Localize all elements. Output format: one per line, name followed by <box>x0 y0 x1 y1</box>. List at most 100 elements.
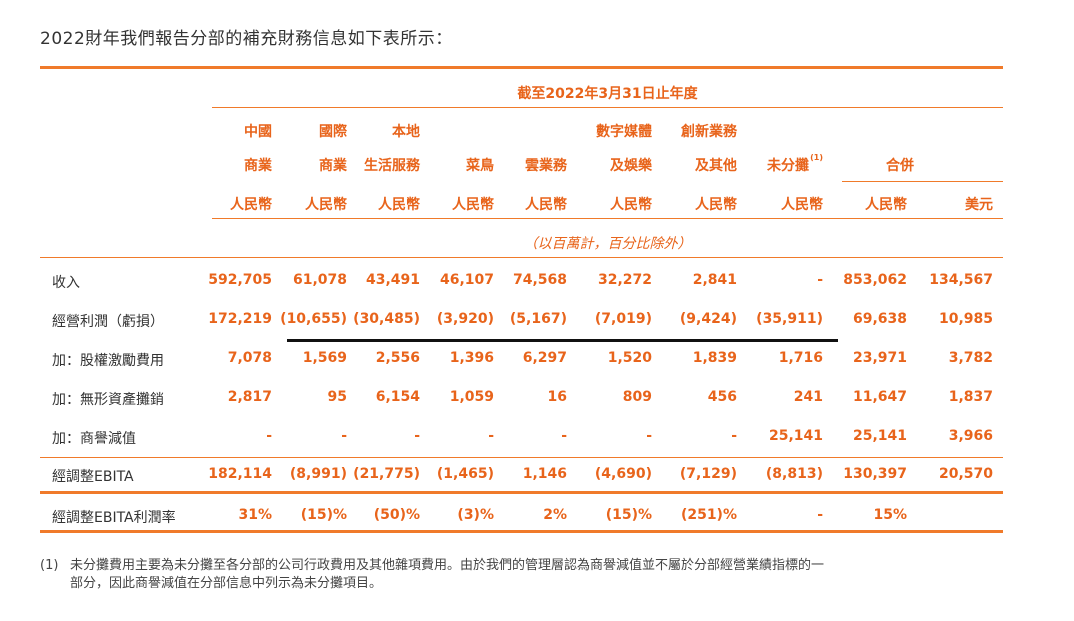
table-cell: 20,570 <box>938 466 993 482</box>
pre-ebita-rule <box>40 457 1003 458</box>
table-cell: 10,985 <box>938 311 993 327</box>
column-header-line2: 菜鳥 <box>466 158 494 174</box>
table-cell: 809 <box>622 389 652 405</box>
table-cell: 241 <box>793 389 823 405</box>
table-cell: (9,424) <box>679 311 737 327</box>
row-label: 經調整EBITA利潤率 <box>52 510 176 526</box>
footnote-ref: (1) <box>810 153 823 162</box>
table-cell: - <box>561 428 567 444</box>
table-cell: 2% <box>543 507 567 523</box>
footnote-line-1: 未分攤費用主要為未分攤至各分部的公司行政費用及其他雜項費用。由於我們的管理層認為… <box>70 558 825 573</box>
currency-rule <box>212 218 1003 219</box>
table-cell: 1,569 <box>302 350 347 366</box>
currency-header: 人民幣 <box>305 197 347 213</box>
table-cell: 592,705 <box>208 272 272 288</box>
table-cell: - <box>817 272 823 288</box>
currency-header: 人民幣 <box>452 197 494 213</box>
table-cell: 1,146 <box>522 466 567 482</box>
table-cell: - <box>341 428 347 444</box>
table-cell: 74,568 <box>512 272 567 288</box>
table-cell: (8,991) <box>289 466 347 482</box>
table-cell: 130,397 <box>843 466 907 482</box>
table-cell: 1,839 <box>692 350 737 366</box>
table-cell: (3)% <box>457 507 494 523</box>
currency-header: 人民幣 <box>781 197 823 213</box>
row-label: 經調整EBITA <box>52 469 134 485</box>
intro-text: 2022財年我們報告分部的補充財務信息如下表所示： <box>40 29 453 49</box>
table-cell: 1,059 <box>449 389 494 405</box>
top-rule <box>40 66 1003 69</box>
consolidated-rule <box>842 181 1003 182</box>
table-cell: 25,141 <box>768 428 823 444</box>
consolidated-header: 合併 <box>886 158 914 174</box>
currency-header: 人民幣 <box>865 197 907 213</box>
table-cell: 134,567 <box>929 272 993 288</box>
table-cell: 2,556 <box>375 350 420 366</box>
table-cell: 11,647 <box>852 389 907 405</box>
column-header-line2: 及其他 <box>695 158 737 174</box>
column-header-line2: 生活服務 <box>364 158 420 174</box>
table-cell: 69,638 <box>852 311 907 327</box>
table-cell: - <box>488 428 494 444</box>
table-cell: 182,114 <box>208 466 272 482</box>
bottom-rule <box>40 530 1003 533</box>
footnote-number: (1) <box>40 558 59 573</box>
currency-header: 美元 <box>965 197 993 213</box>
table-cell: 46,107 <box>439 272 494 288</box>
row-label: 加：商譽減值 <box>52 431 136 447</box>
footnote-line-2: 部分，因此商譽減值在分部信息中列示為未分攤項目。 <box>70 576 383 591</box>
table-cell: - <box>731 428 737 444</box>
table-cell: 1,837 <box>948 389 993 405</box>
table-cell: (30,485) <box>353 311 420 327</box>
table-cell: 2,841 <box>692 272 737 288</box>
table-cell: 172,219 <box>208 311 272 327</box>
table-cell: 3,782 <box>948 350 993 366</box>
table-cell: 25,141 <box>852 428 907 444</box>
table-cell: 31% <box>238 507 272 523</box>
currency-header: 人民幣 <box>610 197 652 213</box>
table-cell: (4,690) <box>594 466 652 482</box>
highlight-underline <box>287 339 838 342</box>
table-cell: 23,971 <box>852 350 907 366</box>
table-cell: 853,062 <box>843 272 907 288</box>
unit-note: （以百萬計，百分比除外） <box>523 236 692 252</box>
ebita-rule <box>40 491 1003 494</box>
row-label: 經營利潤（虧損） <box>52 314 164 330</box>
table-cell: 1,520 <box>607 350 652 366</box>
table-cell: 43,491 <box>365 272 420 288</box>
table-cell: (8,813) <box>765 466 823 482</box>
table-cell: 16 <box>547 389 567 405</box>
table-cell: - <box>817 507 823 523</box>
table-cell: (15)% <box>300 507 347 523</box>
column-header-line1: 數字媒體 <box>596 124 652 140</box>
table-cell: 6,154 <box>375 389 420 405</box>
column-header-line1: 中國 <box>244 124 272 140</box>
currency-header: 人民幣 <box>230 197 272 213</box>
table-cell: (7,019) <box>594 311 652 327</box>
table-cell: (7,129) <box>679 466 737 482</box>
table-cell: 32,272 <box>597 272 652 288</box>
table-cell: 6,297 <box>522 350 567 366</box>
table-cell: 3,966 <box>948 428 993 444</box>
column-header-line1: 創新業務 <box>681 124 737 140</box>
table-cell: 1,396 <box>449 350 494 366</box>
table-cell: - <box>414 428 420 444</box>
table-cell: (1,465) <box>436 466 494 482</box>
currency-header: 人民幣 <box>378 197 420 213</box>
table-cell: (5,167) <box>509 311 567 327</box>
column-header-line2: 雲業務 <box>525 158 567 174</box>
table-cell: (3,920) <box>436 311 494 327</box>
column-header-line2: 商業 <box>319 158 347 174</box>
table-cell: (10,655) <box>280 311 347 327</box>
row-label: 加：股權激勵費用 <box>52 353 164 369</box>
table-cell: (15)% <box>605 507 652 523</box>
column-header-line2: 及娛樂 <box>610 158 652 174</box>
currency-header: 人民幣 <box>695 197 737 213</box>
table-cell: 15% <box>873 507 907 523</box>
table-cell: - <box>266 428 272 444</box>
table-cell: (50)% <box>373 507 420 523</box>
row-label: 收入 <box>52 275 80 291</box>
table-cell: 1,716 <box>778 350 823 366</box>
table-cell: 7,078 <box>227 350 272 366</box>
unit-rule <box>40 257 1003 258</box>
